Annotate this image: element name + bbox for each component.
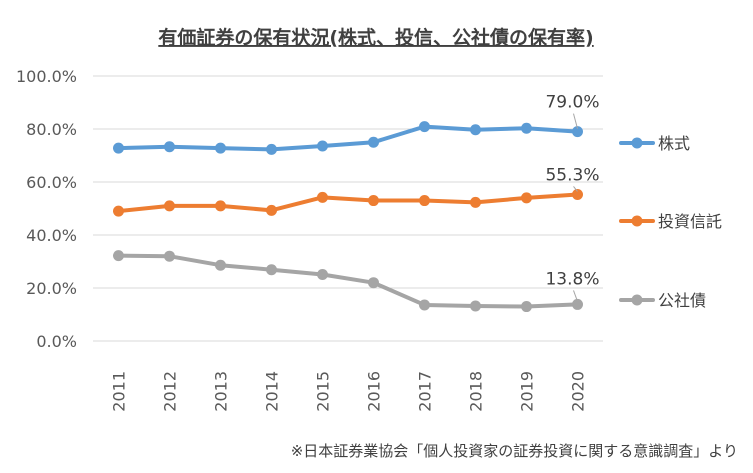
data-point	[470, 124, 481, 136]
x-tick-label: 2016	[365, 371, 384, 412]
x-tick-label: 2013	[212, 371, 231, 412]
data-point	[164, 200, 175, 212]
chart-title: 有価証券の保有状況(株式、投信、公社債の保有率)	[158, 26, 593, 49]
x-tick-label: 2012	[161, 371, 180, 412]
data-point	[164, 250, 175, 262]
series-2	[113, 188, 583, 217]
data-point	[521, 192, 532, 204]
legend-label: 投資信託	[658, 212, 722, 231]
data-point	[368, 136, 379, 148]
data-point	[113, 250, 124, 262]
data-point	[215, 259, 226, 271]
y-tick-label: 60.0%	[26, 173, 77, 192]
data-point	[215, 200, 226, 212]
series-layer	[113, 121, 583, 313]
data-point	[419, 121, 430, 133]
x-tick-label: 2020	[569, 371, 588, 412]
source-note: ※日本証券業協会「個人投資家の証券投資に関する意識調査」より	[291, 442, 738, 460]
x-tick-label: 2019	[518, 371, 537, 412]
data-label: 13.8%	[545, 269, 599, 289]
data-labels: 79.0% 55.3% 13.8%	[545, 93, 600, 302]
data-point	[164, 141, 175, 153]
legend-item: 投資信託	[619, 212, 722, 231]
data-label: 55.3%	[545, 165, 599, 185]
legend-swatch-marker	[631, 137, 643, 149]
x-tick-label: 2011	[110, 371, 129, 412]
series-line	[116, 124, 580, 152]
data-point	[266, 143, 277, 155]
data-point	[113, 205, 124, 217]
legend-swatch-marker	[631, 215, 643, 227]
data-label: 79.0%	[545, 93, 599, 113]
data-point	[572, 298, 583, 310]
x-tick-label: 2015	[314, 371, 333, 412]
legend-swatch-marker	[631, 294, 643, 306]
y-tick-label: 80.0%	[26, 120, 77, 139]
series-line	[116, 253, 580, 309]
grid-lines	[93, 75, 603, 342]
series-line	[116, 192, 580, 214]
x-axis-ticks: 2011 2012 2013 2014 2015 2016 2017 2018 2019 2020	[110, 371, 588, 412]
data-point	[368, 195, 379, 207]
data-point	[317, 191, 328, 203]
data-point	[572, 126, 583, 138]
y-tick-label: 40.0%	[26, 226, 77, 245]
legend-item: 公社債	[619, 291, 706, 310]
data-point	[470, 300, 481, 312]
data-point	[419, 299, 430, 311]
y-axis-ticks: 0.0% 20.0% 40.0% 60.0% 80.0% 100.0%	[16, 67, 77, 351]
data-point	[521, 301, 532, 313]
legend-label: 株式	[658, 134, 690, 153]
data-point	[419, 195, 430, 207]
legend-label: 公社債	[658, 291, 706, 310]
data-point	[215, 142, 226, 154]
series-1	[113, 121, 583, 155]
data-point	[368, 277, 379, 289]
data-point	[317, 268, 328, 280]
series-3	[113, 250, 583, 313]
data-point	[521, 122, 532, 134]
leader-line	[573, 290, 578, 302]
data-point	[113, 142, 124, 154]
data-point	[317, 140, 328, 152]
data-point	[470, 196, 481, 208]
x-tick-label: 2017	[416, 371, 435, 412]
leader-line	[573, 113, 578, 129]
y-tick-label: 0.0%	[36, 332, 77, 351]
y-tick-label: 100.0%	[16, 67, 77, 86]
y-tick-label: 20.0%	[26, 279, 77, 298]
legend-item: 株式	[619, 134, 690, 153]
leader-line	[573, 186, 578, 192]
x-tick-label: 2018	[467, 371, 486, 412]
x-tick-label: 2014	[263, 371, 282, 412]
data-point	[266, 204, 277, 216]
data-point	[572, 188, 583, 200]
data-point	[266, 264, 277, 276]
